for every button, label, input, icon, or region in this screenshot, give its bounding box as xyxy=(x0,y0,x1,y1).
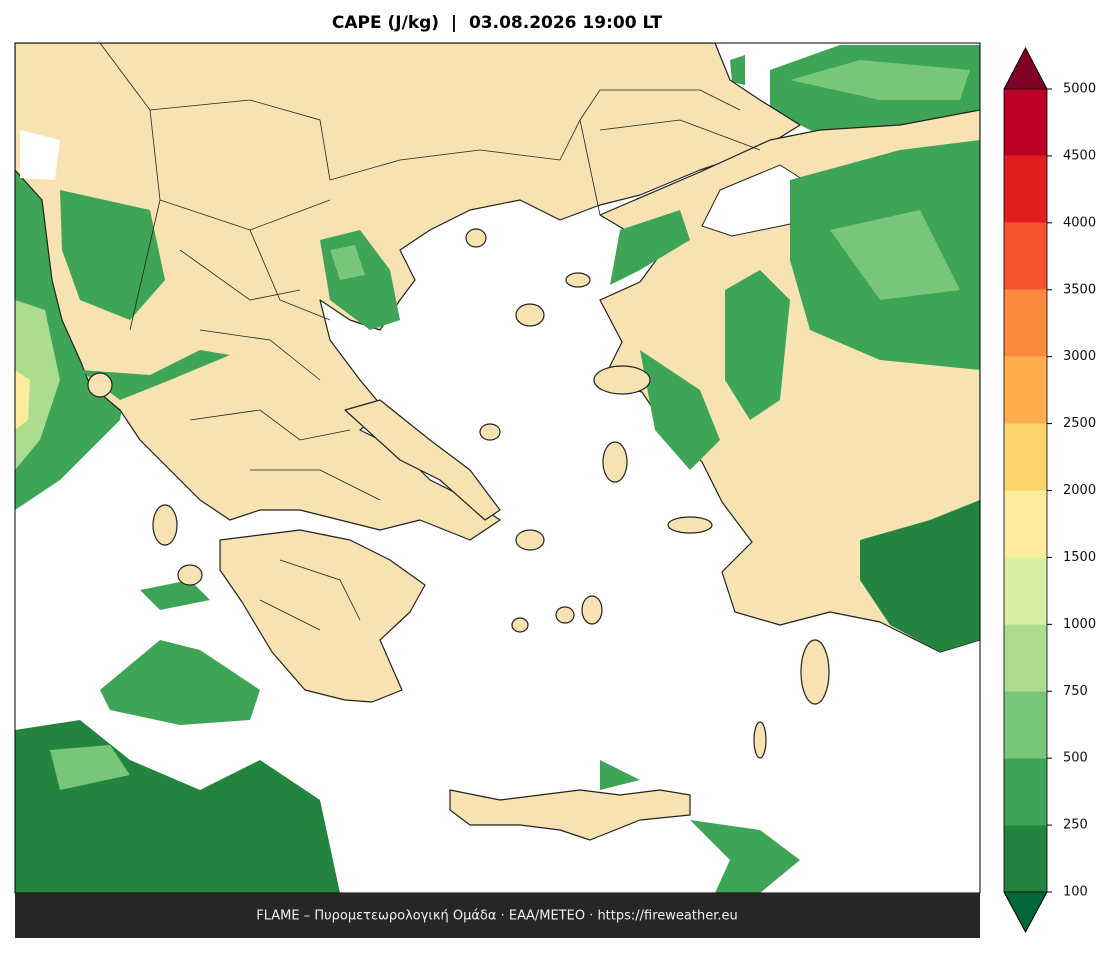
cape-area xyxy=(100,640,260,725)
colorbar-segment xyxy=(1004,691,1047,759)
cape-area xyxy=(640,350,720,470)
island xyxy=(667,516,713,534)
colorbar-tick-label: 3500 xyxy=(1063,282,1096,297)
cape-area xyxy=(60,190,165,320)
cape-area xyxy=(15,370,30,430)
cape-area xyxy=(50,745,130,790)
colorbar-tick-label: 2000 xyxy=(1063,483,1096,498)
colorbar-tick-label: 1000 xyxy=(1063,617,1096,632)
colorbar-segment xyxy=(1004,89,1047,156)
colorbar-tick-label: 250 xyxy=(1063,818,1088,833)
island xyxy=(753,721,767,759)
colorbar-segment xyxy=(1004,155,1047,223)
cape-area xyxy=(610,210,690,285)
cape-area xyxy=(730,55,745,85)
island xyxy=(344,399,501,521)
colorbar-segment xyxy=(1004,356,1047,424)
colorbar-segment xyxy=(1004,490,1047,558)
colorbar-tick-label: 5000 xyxy=(1063,82,1096,97)
colorbar-under-arrow xyxy=(1003,891,1048,933)
colorbar: 100 250 500 750 1000 1500 2000 2500 3000 3500 4000… xyxy=(1003,47,1096,933)
island xyxy=(87,372,113,398)
colorbar-tick-label: 4000 xyxy=(1063,215,1096,230)
cape-area xyxy=(15,300,60,470)
cape-area xyxy=(140,580,210,610)
cape-area xyxy=(860,500,980,652)
cape-area xyxy=(330,245,365,280)
island xyxy=(555,606,575,624)
colorbar-tick-label: 4500 xyxy=(1063,148,1096,163)
island xyxy=(515,529,545,551)
map xyxy=(14,42,981,894)
colorbar-tick-label: 3000 xyxy=(1063,349,1096,364)
colorbar-segment xyxy=(1004,557,1047,625)
island xyxy=(581,595,603,625)
colorbar-segment xyxy=(1004,222,1047,290)
colorbar-tick-label: 100 xyxy=(1063,885,1088,900)
colorbar-segment xyxy=(1004,758,1047,826)
cape-area xyxy=(830,210,960,300)
colorbar-segment xyxy=(1004,624,1047,692)
colorbar-tick-label: 750 xyxy=(1063,684,1088,699)
cape-area xyxy=(600,760,640,790)
border xyxy=(99,43,761,631)
cape-area xyxy=(80,350,230,400)
island xyxy=(593,365,651,395)
colorbar-over-arrow xyxy=(1003,47,1048,90)
colorbar-segment xyxy=(1004,289,1047,357)
island xyxy=(465,228,487,248)
colorbar-segment xyxy=(1004,423,1047,491)
colorbar-segment xyxy=(1004,825,1047,892)
land xyxy=(15,43,801,541)
island xyxy=(800,639,830,705)
footer-bar xyxy=(15,893,980,938)
colorbar-tick-label: 500 xyxy=(1063,751,1088,766)
colorbar-tick-label: 2500 xyxy=(1063,416,1096,431)
cape-area xyxy=(790,60,970,100)
cape-area xyxy=(725,270,790,420)
cape-area xyxy=(690,820,800,893)
footer-text: FLAME – Πυρομετεωρολογική Ομάδα · ΕΑΑ/ME… xyxy=(256,909,738,924)
colorbar-tick-label: 1500 xyxy=(1063,550,1096,565)
island xyxy=(177,564,203,586)
island xyxy=(479,423,501,441)
island xyxy=(565,272,591,288)
island xyxy=(511,617,529,633)
map-title: CAPE (J/kg) | 03.08.2026 19:00 LT xyxy=(332,13,663,33)
island xyxy=(449,789,691,841)
sea xyxy=(20,130,60,180)
island xyxy=(602,441,628,483)
island xyxy=(515,303,545,327)
land xyxy=(219,529,426,703)
island xyxy=(152,504,178,546)
